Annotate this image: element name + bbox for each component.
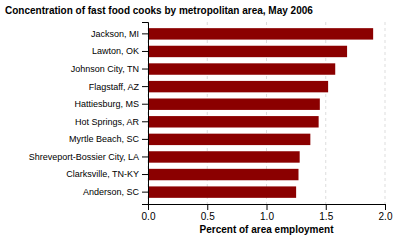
tick-label: 0.5 (201, 211, 215, 222)
x-axis: 0.0 0.5 1.0 1.5 2.0 (142, 204, 393, 222)
tick: Hot Springs, AR (75, 117, 148, 127)
tick-label: Clarksville, TN-KY (66, 169, 139, 179)
tick: Flagstaff, AZ (89, 82, 148, 92)
tick-label: Hattiesburg, MS (74, 99, 139, 109)
tick-mark (142, 192, 148, 193)
tick-mark (142, 69, 148, 70)
tick-label: 0.0 (142, 211, 156, 222)
tick: Myrtle Beach, SC (69, 134, 148, 144)
axis-line (149, 205, 386, 211)
tick-mark (207, 204, 208, 210)
tick-label: 2.0 (379, 211, 393, 222)
title: Concentration of fast food cooks by metr… (5, 5, 313, 16)
tick-label: Jackson, MI (91, 29, 139, 39)
chart: 0.0 0.5 1.0 1.5 2.0 Anderson, SC Clarksville, … (0, 0, 401, 238)
bar (148, 81, 328, 92)
tick: 2.0 (379, 204, 393, 222)
bar (148, 186, 296, 197)
tick: Jackson, MI (91, 29, 148, 39)
plot-area: 0.0 0.5 1.0 1.5 2.0 Anderson, SC Clarksville, … (29, 22, 393, 222)
tick-label: 1.0 (260, 211, 274, 222)
tick: Johnson City, TN (71, 64, 148, 74)
tick: Clarksville, TN-KY (66, 169, 148, 179)
tick: Hattiesburg, MS (74, 99, 148, 109)
grid (148, 22, 385, 204)
bars (148, 28, 373, 198)
tick-label: Johnson City, TN (71, 64, 139, 74)
y-axis: Anderson, SC Clarksville, TN-KY Shreveport… (29, 23, 149, 205)
tick-label: 1.5 (319, 211, 333, 222)
tick: 1.0 (260, 204, 274, 222)
tick: Shreveport-Bossier City, LA (29, 152, 148, 162)
tick-mark (142, 33, 148, 34)
tick-mark (142, 156, 148, 157)
tick: Lawton, OK (92, 46, 148, 56)
tick: 1.5 (319, 204, 333, 222)
bar (148, 134, 310, 145)
tick-label: Myrtle Beach, SC (69, 134, 140, 144)
tick-label: Anderson, SC (83, 187, 140, 197)
axis-line (142, 23, 149, 205)
tick: 0.0 (142, 204, 156, 222)
bar (148, 98, 320, 109)
tick-label: Flagstaff, AZ (89, 82, 140, 92)
bar (148, 28, 373, 39)
bar (148, 151, 300, 162)
tick-mark (142, 86, 148, 87)
tick-mark (385, 204, 386, 210)
tick-mark (142, 51, 148, 52)
tick-mark (326, 204, 327, 210)
bar (148, 116, 319, 127)
grid-line (385, 22, 386, 204)
tick-label: Shreveport-Bossier City, LA (29, 152, 139, 162)
bar (148, 63, 335, 74)
tick-mark (267, 204, 268, 210)
tick-mark (142, 104, 148, 105)
tick: Anderson, SC (83, 187, 148, 197)
tick-label: Hot Springs, AR (75, 117, 140, 127)
tick: 0.5 (201, 204, 215, 222)
tick-mark (142, 174, 148, 175)
tick-label: Lawton, OK (92, 46, 139, 56)
tick-mark (142, 139, 148, 140)
bar (148, 169, 298, 180)
bar (148, 46, 347, 57)
axis-title: Percent of area employment (200, 224, 335, 235)
tick-mark (142, 121, 148, 122)
